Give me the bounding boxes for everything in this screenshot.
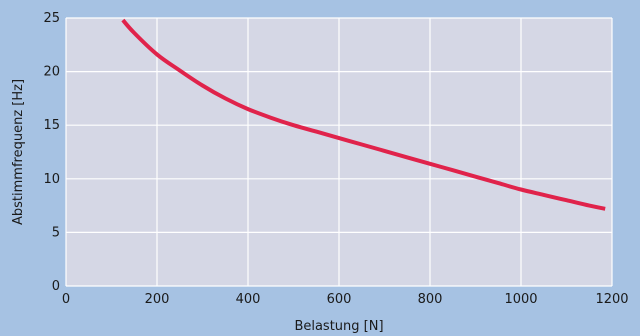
x-tick-label: 0 (62, 292, 70, 307)
x-tick-label: 1000 (504, 292, 537, 307)
y-tick-label: 5 (52, 225, 60, 240)
y-tick-label: 25 (43, 11, 60, 26)
x-tick-label: 800 (418, 292, 443, 307)
y-tick-label: 15 (43, 118, 60, 133)
series-group (121, 18, 606, 211)
y-axis-label: Abstimmfrequenz [Hz] (11, 79, 26, 225)
y-axis-ticks: 0 5 10 15 20 25 (43, 11, 60, 294)
x-tick-label: 600 (327, 292, 352, 307)
series-line (121, 18, 606, 211)
y-tick-label: 0 (52, 279, 60, 294)
x-tick-label: 1200 (595, 292, 628, 307)
grid (65, 17, 613, 287)
x-axis-label: Belastung [N] (294, 319, 383, 334)
y-tick-label: 20 (43, 65, 60, 80)
x-tick-label: 400 (236, 292, 261, 307)
y-tick-label: 10 (43, 172, 60, 187)
x-tick-label: 200 (145, 292, 170, 307)
x-axis-ticks: 0 200 400 600 800 1000 1200 (62, 292, 629, 307)
